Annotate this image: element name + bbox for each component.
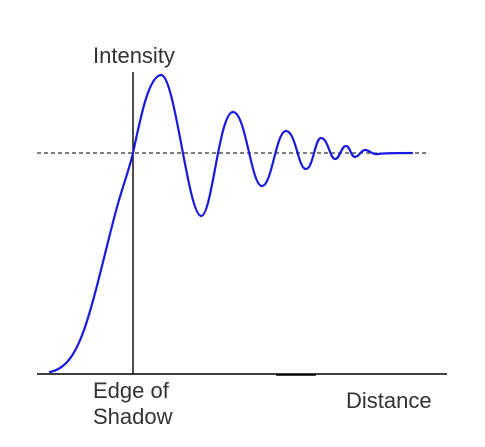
intensity-curve — [48, 73, 414, 374]
edge-label-line1: Edge of — [93, 378, 169, 403]
edge-label-line2: Shadow — [93, 404, 173, 429]
y-axis-label: Intensity — [93, 43, 175, 68]
edge-of-shadow-label: Edge of Shadow — [93, 378, 173, 430]
x-axis-label: Distance — [346, 388, 432, 413]
